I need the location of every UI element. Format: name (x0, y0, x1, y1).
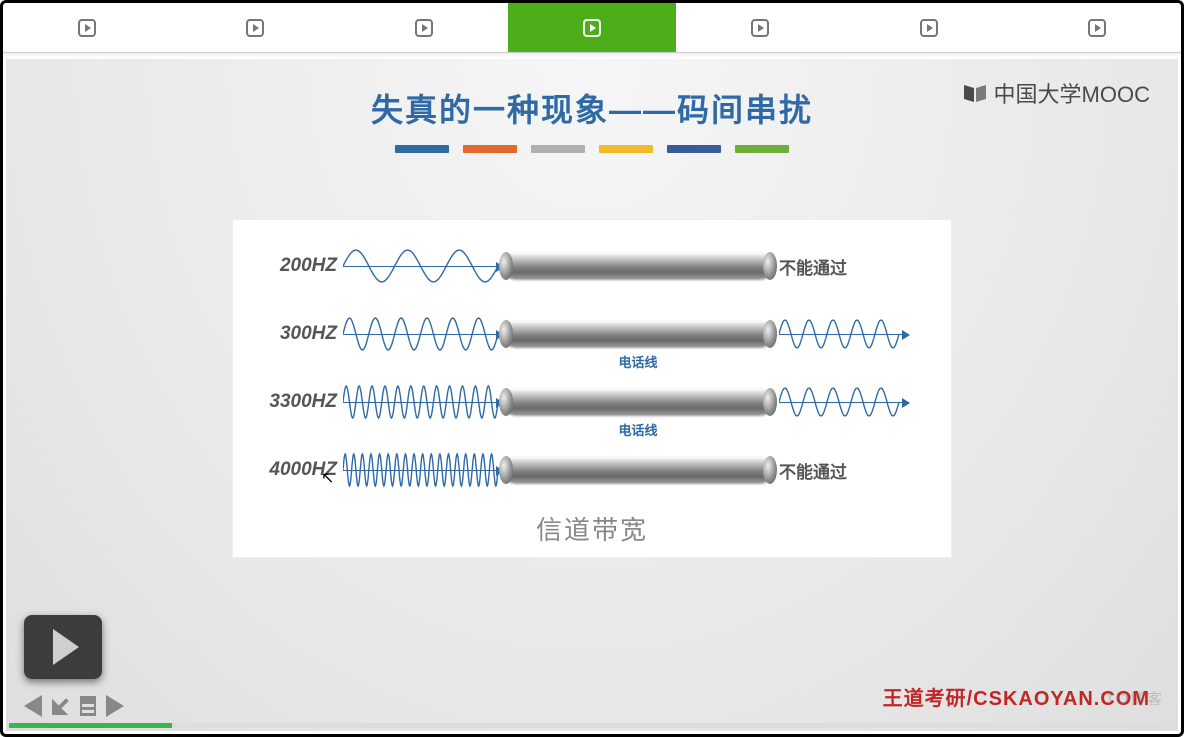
frequency-label: 300HZ (253, 323, 343, 345)
brand-logo: 中国大学MOOC (962, 77, 1150, 109)
play-icon (1088, 19, 1106, 37)
book-icon (962, 82, 988, 104)
prev-button[interactable] (24, 695, 42, 717)
next-button[interactable] (106, 695, 124, 717)
tab-5[interactable] (844, 3, 1012, 52)
frequency-label: 3300HZ (253, 391, 343, 413)
watermark: TO博客 (1105, 688, 1164, 709)
accent-bar (667, 145, 721, 153)
play-icon (415, 19, 433, 37)
play-icon (246, 19, 264, 37)
input-wave (343, 244, 503, 288)
tab-2[interactable] (340, 3, 508, 52)
signal-row: 3300HZ 电话线 (253, 374, 931, 430)
frequency-label: 200HZ (253, 255, 343, 277)
brand-text: 中国大学MOOC (994, 77, 1150, 109)
cable-label: 电话线 (503, 420, 773, 439)
output-wave (779, 312, 909, 356)
tab-3[interactable] (508, 3, 676, 52)
tab-bar (3, 3, 1181, 53)
tab-4[interactable] (676, 3, 844, 52)
tab-1[interactable] (171, 3, 339, 52)
input-wave (343, 380, 503, 424)
output-wave (779, 380, 909, 424)
signal-row: 200HZ 不能通过 (253, 238, 931, 294)
accent-bar (735, 145, 789, 153)
cable: 电话线 (503, 388, 773, 416)
play-button[interactable] (24, 615, 102, 679)
player-controls (24, 615, 124, 717)
accent-bars (6, 145, 1178, 153)
input-wave (343, 312, 503, 356)
cable-label: 电话线 (503, 352, 773, 371)
annotate-button[interactable] (52, 697, 70, 715)
cable (503, 252, 773, 280)
app-frame: 中国大学MOOC 失真的一种现象——码间串扰 200HZ不能通过300HZ电话线… (0, 0, 1184, 737)
play-icon (78, 19, 96, 37)
accent-bar (599, 145, 653, 153)
play-icon (751, 19, 769, 37)
video-stage: 中国大学MOOC 失真的一种现象——码间串扰 200HZ不能通过300HZ电话线… (6, 59, 1178, 731)
mouse-cursor: ↖ (321, 468, 334, 488)
cable: 电话线 (503, 320, 773, 348)
bandwidth-diagram: 200HZ 不能通过 300HZ 电话线 3300HZ 电话线 4000HZ不能通过信道带宽 (232, 219, 952, 558)
progress-fill (9, 723, 172, 728)
signal-row: 300HZ 电话线 (253, 306, 931, 362)
progress-bar[interactable] (9, 723, 1175, 728)
accent-bar (463, 145, 517, 153)
output-text: 不能通过 (779, 254, 847, 279)
diagram-caption: 信道带宽 (253, 510, 931, 547)
play-icon (920, 19, 938, 37)
accent-bar (531, 145, 585, 153)
tab-6[interactable] (1013, 3, 1181, 52)
input-wave (343, 448, 503, 492)
output-text: 不能通过 (779, 458, 847, 483)
play-icon (583, 19, 601, 37)
accent-bar (395, 145, 449, 153)
cable (503, 456, 773, 484)
notes-button[interactable] (80, 696, 96, 716)
signal-row: 4000HZ不能通过 (253, 442, 931, 498)
tab-0[interactable] (3, 3, 171, 52)
